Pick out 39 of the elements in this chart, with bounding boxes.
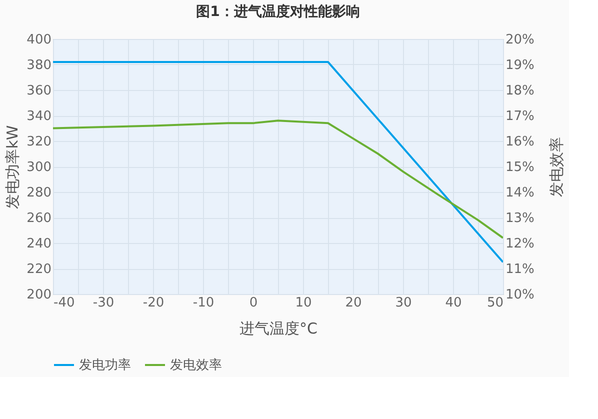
- y-axis-title: 发电功率kW: [4, 125, 22, 209]
- x-tick-label: -10: [192, 296, 214, 310]
- legend-label: 发电功率: [79, 357, 131, 373]
- y2-tick-label: 12%: [506, 236, 534, 252]
- x-tick-label: 30: [395, 296, 412, 310]
- y2-tick-label: 19%: [506, 58, 534, 73]
- y-tick-label: 300: [26, 160, 52, 175]
- y-tick-label: 320: [26, 134, 52, 150]
- x-tick-label: 40: [445, 296, 462, 310]
- y2-tick-label: 14%: [506, 186, 534, 200]
- y2-tick-label: 15%: [506, 160, 534, 175]
- y-tick-label: 380: [26, 58, 52, 73]
- x-tick-label: 0: [249, 296, 258, 310]
- y-tick-label: 360: [26, 84, 52, 98]
- legend-label: 发电效率: [170, 357, 222, 373]
- x-tick-label: -30: [92, 296, 114, 310]
- y2-tick-label: 20%: [506, 32, 534, 48]
- y-tick-label: 220: [26, 262, 52, 277]
- y-tick-label: 340: [26, 109, 52, 124]
- y2-tick-label: 10%: [506, 288, 534, 302]
- x-tick-label: 50: [486, 296, 504, 310]
- x-tick-label: 20: [345, 296, 362, 310]
- x-tick-label: -20: [142, 296, 164, 310]
- y-tick-label: 200: [26, 288, 52, 302]
- x-tick-label: 10: [295, 296, 312, 310]
- y-tick-label: 280: [26, 186, 52, 200]
- x-axis-title: 进气温度°C: [240, 320, 318, 338]
- y-tick-label: 260: [26, 211, 52, 226]
- y2-tick-label: 16%: [506, 134, 534, 150]
- x-tick-label: -40: [54, 296, 75, 310]
- y-tick-label: 240: [26, 236, 52, 252]
- y2-tick-label: 11%: [506, 262, 534, 277]
- y2-tick-label: 17%: [506, 109, 534, 124]
- y2-axis-title: 发电效率: [547, 137, 566, 197]
- y-tick-label: 400: [26, 32, 52, 48]
- y2-tick-label: 13%: [506, 211, 534, 226]
- y2-tick-label: 18%: [506, 84, 534, 98]
- chart-title: 图1：进气温度对性能影响: [196, 3, 360, 20]
- line-series: [53, 120, 503, 239]
